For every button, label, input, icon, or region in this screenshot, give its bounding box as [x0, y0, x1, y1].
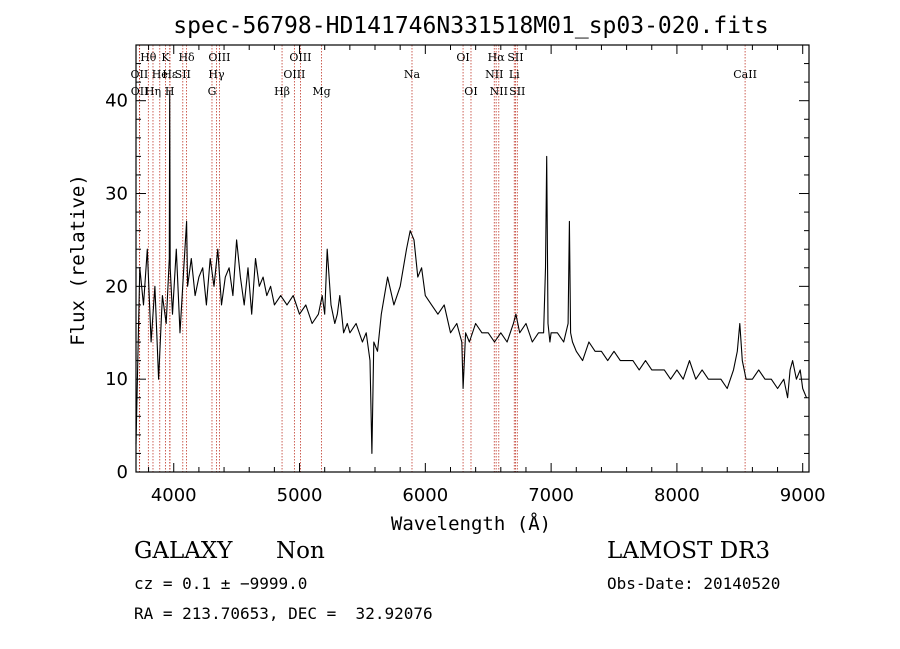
x-axis: 4000 5000 6000 7000 8000 9000 — [148, 45, 826, 506]
spectral-line-label: CaII — [733, 68, 757, 81]
spectral-line-label: OIII — [283, 68, 305, 81]
spectral-line-label: G — [208, 85, 217, 98]
spectral-line-label: OII — [131, 85, 149, 98]
x-tick-label: 4000 — [151, 485, 197, 506]
spectral-line-label: K — [161, 51, 170, 64]
spectrum-line — [135, 90, 808, 454]
y-tick-label: 10 — [105, 369, 128, 390]
x-tick-label: 7000 — [528, 485, 574, 506]
spectral-line-label: OI — [464, 85, 477, 98]
x-tick-label: 9000 — [780, 485, 826, 506]
spectral-line-label: Hβ — [274, 85, 290, 98]
spectral-line-label: NII — [485, 68, 503, 81]
chart-title: spec-56798-HD141746N331518M01_sp03-020.f… — [173, 13, 768, 39]
y-tick-label: 30 — [105, 184, 128, 205]
survey-release: LAMOST DR3 — [607, 538, 770, 564]
spectral-line-label: OI — [456, 51, 469, 64]
spectral-line-label: He — [152, 68, 168, 81]
y-axis: 0 10 20 30 40 — [105, 63, 809, 483]
object-subclass: Non — [276, 538, 325, 564]
y-tick-label: 0 — [117, 462, 128, 483]
spectral-line-label: Mg — [312, 85, 330, 98]
spectral-line-label: Hε — [162, 68, 178, 81]
spectral-line-markers — [138, 45, 746, 472]
spectral-line-label: Hδ — [178, 51, 195, 64]
spectral-line-label: SII — [507, 51, 523, 64]
redshift-cz: cz = 0.1 ± −9999.0 — [134, 574, 307, 593]
spectral-line-label: Hθ — [140, 51, 157, 64]
spectral-line-label: NII — [490, 85, 508, 98]
spectral-line-label: Hη — [145, 85, 161, 98]
x-tick-label: 6000 — [402, 485, 448, 506]
x-axis-label: Wavelength (Å) — [391, 512, 551, 535]
spectral-line-label: SII — [175, 68, 191, 81]
y-tick-label: 20 — [105, 276, 128, 297]
spectral-line-label: Li — [509, 68, 520, 81]
y-tick-label: 40 — [105, 91, 128, 112]
object-class: GALAXY — [134, 538, 233, 564]
spectral-line-label: OIII — [289, 51, 311, 64]
x-tick-label: 5000 — [277, 485, 323, 506]
spectral-line-label: Hα — [488, 51, 506, 64]
y-axis-label: Flux (relative) — [67, 174, 89, 346]
spectral-line-label: Hγ — [208, 68, 225, 81]
ra-dec-coordinates: RA = 213.70653, DEC = 32.92076 — [134, 604, 433, 623]
spectral-line-label: OIII — [208, 51, 230, 64]
spectral-line-label: OII — [131, 68, 149, 81]
x-tick-label: 8000 — [654, 485, 700, 506]
spectral-line-label: SII — [509, 85, 525, 98]
plot-frame — [135, 44, 810, 473]
spectral-line-label: Na — [404, 68, 421, 81]
observation-date: Obs-Date: 20140520 — [607, 574, 780, 593]
